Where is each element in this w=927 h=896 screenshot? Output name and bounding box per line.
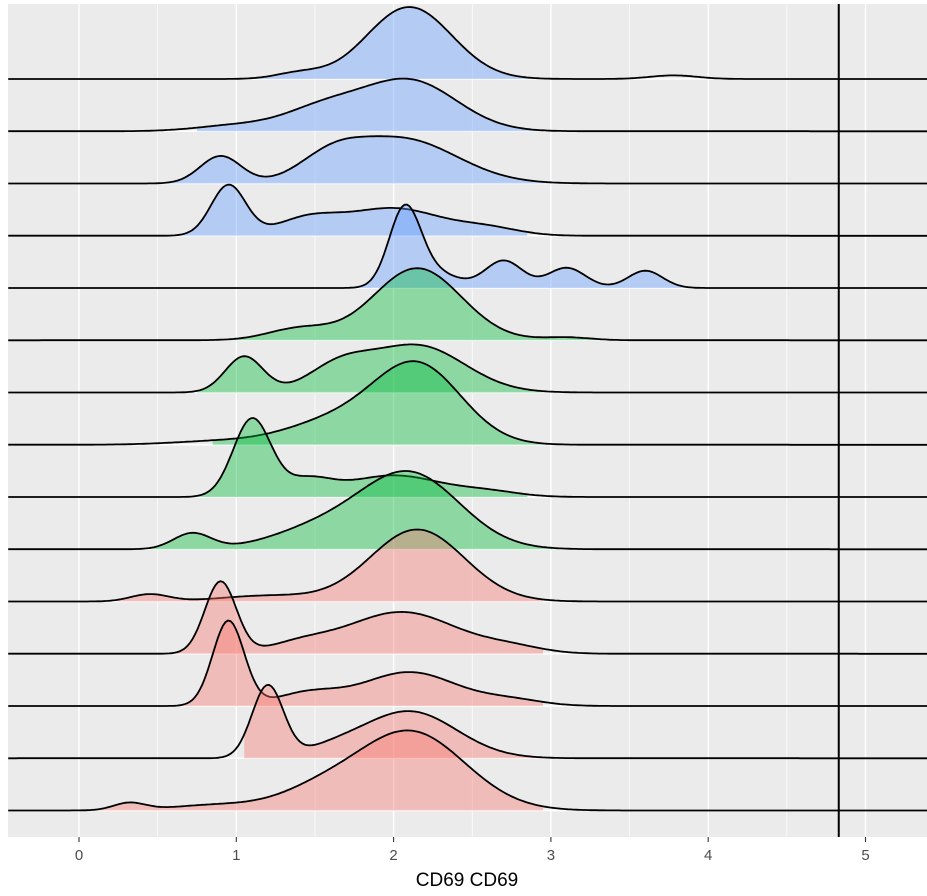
ridge-fill: [165, 7, 543, 79]
ridge-line: [8, 528, 927, 603]
ridge-15: [8, 729, 927, 812]
ridge-7: [8, 343, 927, 394]
ridge-line: [8, 77, 927, 133]
ridge-line: [8, 183, 927, 237]
ridge-line: [8, 6, 927, 80]
ridge-fill: [173, 581, 543, 654]
ridge-line: [8, 267, 927, 342]
ridge-line: [8, 580, 927, 655]
x-axis: 0 1 2 3 4 5: [75, 837, 870, 864]
ridge-fill: [181, 620, 543, 706]
ridge-line: [8, 417, 927, 498]
ridge-line: [8, 619, 927, 707]
ridge-fill: [197, 344, 543, 393]
x-axis-title: CD69 CD69: [416, 870, 518, 891]
plot-panel: [8, 4, 927, 837]
ridge-3: [8, 135, 927, 185]
ridge-line: [8, 683, 927, 760]
ridge-fill: [165, 136, 551, 184]
ridge-9: [8, 417, 927, 498]
x-tick-label: 4: [704, 847, 712, 864]
ridge-fill: [212, 361, 551, 445]
ridge-2: [8, 77, 927, 133]
x-tick-label: 2: [389, 847, 397, 864]
ridge-line: [8, 470, 927, 551]
ridge-12: [8, 580, 927, 655]
ridge-5: [8, 203, 927, 289]
ridge-line: [8, 203, 927, 289]
ridge-13: [8, 619, 927, 707]
ridge-fill: [228, 268, 599, 341]
ridge-1: [8, 6, 927, 80]
ridge-fill: [86, 730, 544, 811]
ridges: [8, 6, 927, 812]
x-tick-label: 0: [75, 847, 83, 864]
ridge-fill: [354, 204, 685, 288]
ridge-4: [8, 183, 927, 237]
x-tick-label: 1: [232, 847, 240, 864]
ridge-10: [8, 470, 927, 551]
ridge-line: [8, 360, 927, 446]
ridge-8: [8, 360, 927, 446]
ridge-fill: [181, 184, 528, 236]
ridge-line: [8, 343, 927, 394]
ridge-fill: [244, 684, 543, 759]
ridge-14: [8, 683, 927, 760]
x-tick-label: 5: [861, 847, 869, 864]
ridge-fill: [197, 78, 543, 132]
ridge-line: [8, 729, 927, 812]
ridge-fill: [197, 417, 528, 497]
x-tick-label: 3: [547, 847, 555, 864]
ridge-fill: [118, 529, 544, 602]
ridge-11: [8, 528, 927, 603]
ridge-6: [8, 267, 927, 342]
ridge-line: [8, 135, 927, 185]
ridge-fill: [149, 471, 559, 550]
